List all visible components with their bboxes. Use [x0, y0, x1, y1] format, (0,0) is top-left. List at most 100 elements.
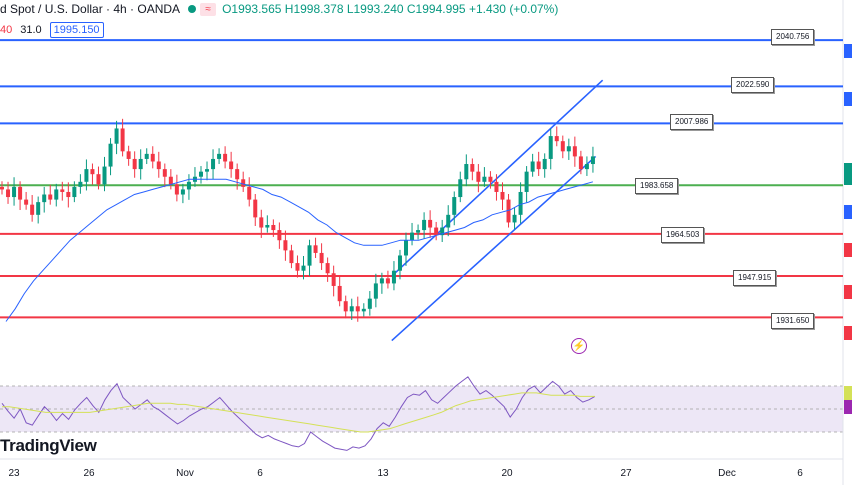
candle-body	[446, 214, 451, 228]
candle-body	[205, 169, 210, 172]
candle-body	[337, 285, 342, 302]
level-label[interactable]: 2040.756	[771, 29, 815, 45]
candle-body	[566, 146, 571, 152]
candle-body	[66, 191, 71, 198]
candle-body	[397, 255, 402, 271]
indicator-legend: 40 31.0 1995.150	[0, 22, 104, 38]
candle-body	[379, 278, 384, 284]
candle-body	[168, 176, 173, 185]
candle-body	[506, 199, 511, 223]
candle-body	[355, 306, 360, 312]
symbol-title[interactable]: d Spot / U.S. Dollar · 4h · OANDA	[0, 2, 181, 16]
candle-body	[42, 194, 47, 203]
x-tick-label: 6	[797, 468, 803, 479]
candle-body	[524, 171, 529, 192]
candle-body	[36, 202, 41, 215]
level-label[interactable]: 1983.658	[635, 178, 679, 194]
candle-body	[198, 171, 203, 177]
lightning-icon[interactable]: ⚡	[571, 338, 587, 354]
candle-body	[349, 306, 354, 312]
candle-body	[180, 189, 185, 195]
candle-body	[277, 230, 282, 241]
candle-body	[482, 176, 487, 182]
candle-body	[452, 197, 457, 215]
candle-body	[361, 308, 366, 312]
candle-body	[476, 171, 481, 182]
candle-body	[512, 214, 517, 223]
candle-body	[156, 161, 161, 170]
candle-body	[84, 169, 89, 182]
scale-marker-blue	[844, 92, 852, 106]
candle-body	[590, 156, 595, 165]
candle-body	[560, 141, 565, 152]
candle-body	[30, 204, 35, 215]
candle-body	[174, 184, 179, 195]
candle-body	[102, 166, 107, 185]
scale-marker-green	[844, 163, 852, 185]
indicator-value-2: 31.0	[20, 24, 42, 36]
candle-body	[410, 232, 415, 241]
candle-body	[548, 136, 553, 159]
indicator-value-3[interactable]: 1995.150	[49, 22, 104, 38]
candle-body	[319, 252, 324, 264]
level-label[interactable]: 1947.915	[733, 270, 777, 286]
candle-body	[96, 174, 101, 185]
candle-body	[114, 128, 119, 144]
x-tick-label: 20	[501, 468, 513, 479]
scale-marker-blue	[844, 205, 852, 219]
candle-body	[458, 179, 463, 198]
candle-body	[283, 240, 288, 251]
x-tick-label: 27	[620, 468, 632, 479]
wave-icon[interactable]: ≈	[200, 2, 217, 16]
candle-body	[500, 191, 505, 200]
ohlc-values: O1993.565 H1998.378 L1993.240 C1994.995 …	[222, 2, 559, 16]
x-tick-label: 26	[83, 468, 95, 479]
symbol-header: d Spot / U.S. Dollar · 4h · OANDA ≈ O199…	[0, 0, 558, 18]
candle-body	[434, 227, 439, 236]
channel-upper-line	[391, 79, 604, 277]
level-label[interactable]: 2022.590	[731, 77, 775, 93]
scale-marker-purple	[844, 400, 852, 414]
candle-body	[584, 164, 589, 170]
candle-body	[0, 186, 4, 190]
candle-body	[343, 301, 348, 312]
level-label[interactable]: 2007.986	[670, 114, 714, 130]
candle-body	[217, 153, 222, 159]
candle-body	[530, 161, 535, 172]
candle-body	[108, 143, 113, 167]
candle-body	[536, 161, 541, 170]
candle-body	[186, 181, 191, 190]
candle-body	[373, 283, 378, 299]
scale-marker-red	[844, 326, 852, 340]
candle-body	[494, 181, 499, 192]
candle-body	[313, 245, 318, 253]
scale-marker-red	[844, 243, 852, 257]
candle-body	[235, 169, 240, 180]
candle-body	[307, 245, 312, 266]
candle-body	[132, 158, 137, 170]
candle-body	[295, 263, 300, 271]
level-label[interactable]: 1964.503	[661, 227, 705, 243]
candle-body	[12, 186, 17, 198]
channel-lower-line	[391, 155, 597, 342]
candle-body	[78, 181, 83, 187]
scale-marker-red	[844, 285, 852, 299]
candle-body	[572, 146, 577, 157]
market-status-icon	[188, 5, 197, 13]
x-tick-label: 6	[257, 468, 263, 479]
candle-body	[428, 219, 433, 228]
moving-average-line	[5, 178, 594, 322]
candle-body	[60, 189, 65, 192]
candle-body	[404, 240, 409, 256]
rsi-ma-line	[2, 392, 595, 433]
x-tick-label: Dec	[718, 468, 736, 479]
candle-body	[578, 156, 583, 170]
candle-body	[48, 194, 53, 200]
candle-body	[301, 265, 306, 271]
candle-body	[440, 227, 445, 236]
scale-marker-yellow	[844, 386, 852, 400]
level-label[interactable]: 1931.650	[771, 313, 815, 329]
candle-body	[367, 298, 372, 309]
tradingview-logo: TradingView	[0, 436, 97, 455]
